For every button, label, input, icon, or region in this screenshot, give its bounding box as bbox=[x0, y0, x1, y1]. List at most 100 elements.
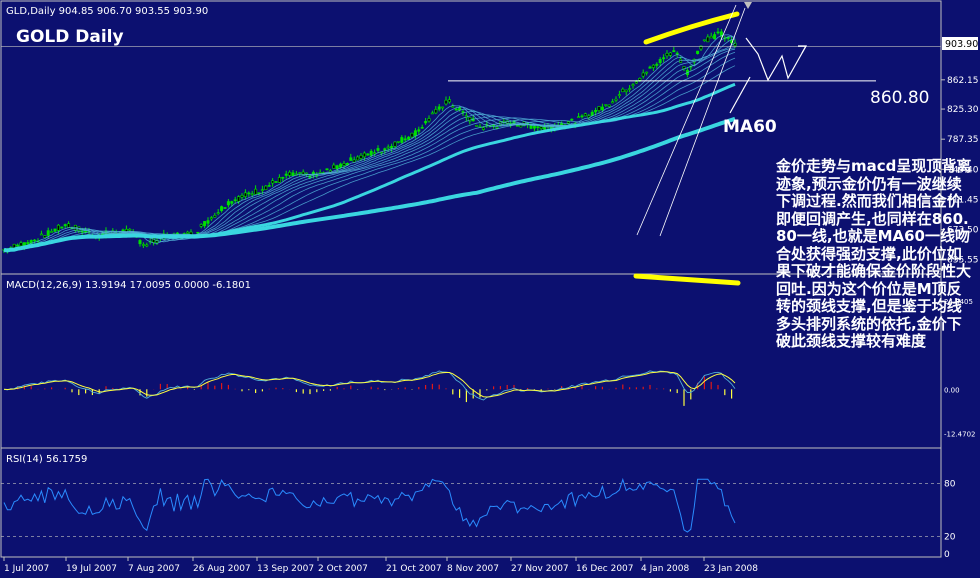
moving-average-line bbox=[3, 47, 736, 251]
candle-body bbox=[709, 35, 713, 39]
candle-body bbox=[607, 104, 611, 107]
time-tick-label: 19 Jul 2007 bbox=[66, 564, 117, 574]
candle-body bbox=[366, 153, 370, 156]
candle-body bbox=[675, 52, 679, 55]
candle-body bbox=[291, 172, 295, 177]
time-tick-label: 16 Dec 2007 bbox=[576, 564, 634, 574]
candle-body bbox=[529, 125, 533, 129]
rsi-tick-label: 80 bbox=[944, 480, 956, 490]
projection-arrow-icon bbox=[798, 45, 808, 54]
candle-body bbox=[655, 63, 659, 66]
candle-body bbox=[403, 138, 407, 141]
candle-body bbox=[220, 206, 224, 211]
candle-body bbox=[281, 176, 285, 179]
candle-body bbox=[335, 165, 339, 170]
candle-body bbox=[434, 109, 438, 114]
candle-body bbox=[617, 94, 621, 96]
candle-body bbox=[624, 89, 628, 93]
candle-body bbox=[16, 244, 20, 247]
commentary-text: 金价走势与macd呈现顶背离迹象,预示金价仍有一波继续下调过程.然而我们相信金价… bbox=[776, 157, 972, 350]
candle-body bbox=[67, 223, 71, 228]
candle-body bbox=[719, 31, 723, 37]
moving-averages-layer bbox=[3, 34, 736, 253]
candle-body bbox=[19, 242, 23, 247]
candle-body bbox=[206, 220, 210, 224]
moving-average-line bbox=[3, 51, 736, 251]
shift-marker-icon bbox=[744, 2, 752, 9]
ma60-label: MA60 bbox=[723, 117, 777, 137]
candle-body bbox=[145, 244, 149, 247]
candle-body bbox=[417, 129, 421, 132]
candle-body bbox=[702, 39, 706, 42]
candle-body bbox=[651, 64, 655, 68]
candle-body bbox=[223, 207, 227, 209]
candle-body bbox=[628, 88, 632, 90]
axes-layer: 862.15 825.30 787.35 749.40 711.45 673.50 635.… bbox=[3, 76, 979, 574]
candle-body bbox=[696, 50, 700, 54]
macd-tick-label: 24.8405 bbox=[944, 298, 973, 306]
candles-layer bbox=[2, 28, 737, 254]
candle-body bbox=[662, 57, 666, 60]
macd-line bbox=[3, 370, 736, 401]
candle-body bbox=[672, 50, 676, 53]
candle-body bbox=[621, 88, 625, 93]
candle-body bbox=[298, 172, 302, 174]
rsi-line bbox=[3, 477, 736, 533]
candle-body bbox=[614, 98, 618, 101]
candle-body bbox=[63, 224, 67, 227]
macd-signal-line bbox=[3, 371, 736, 398]
candle-body bbox=[536, 126, 540, 129]
candle-body bbox=[451, 105, 455, 108]
candle-body bbox=[33, 239, 37, 242]
candle-body bbox=[362, 152, 366, 158]
candle-body bbox=[583, 113, 587, 117]
trend-line bbox=[659, 7, 746, 237]
candle-body bbox=[515, 124, 519, 127]
candle-body bbox=[386, 146, 390, 149]
price-tag: 903.90 bbox=[945, 39, 978, 50]
candle-body bbox=[359, 154, 363, 159]
price-tick-label: 862.15 bbox=[947, 76, 979, 86]
ma-long-line bbox=[3, 116, 736, 253]
candle-body bbox=[342, 163, 346, 166]
candle-body bbox=[458, 107, 462, 111]
candle-body bbox=[226, 201, 230, 206]
candle-body bbox=[594, 109, 598, 113]
candle-body bbox=[648, 66, 652, 69]
ma60-pointer bbox=[729, 76, 751, 114]
price-tag-box bbox=[942, 37, 978, 50]
time-tick-label: 7 Aug 2007 bbox=[128, 564, 180, 574]
candle-body bbox=[356, 156, 360, 161]
candle-body bbox=[665, 52, 669, 57]
candle-body bbox=[138, 240, 142, 245]
candle-body bbox=[349, 157, 353, 161]
time-tick-label: 2 Oct 2007 bbox=[318, 564, 368, 574]
candle-body bbox=[566, 121, 570, 124]
moving-average-line bbox=[3, 36, 736, 251]
time-tick-label: 21 Oct 2007 bbox=[386, 564, 442, 574]
price-tick-label: 749.40 bbox=[947, 165, 979, 175]
candle-body bbox=[186, 231, 190, 234]
candle-body bbox=[539, 126, 543, 129]
moving-average-line bbox=[3, 34, 736, 251]
candle-body bbox=[199, 224, 203, 227]
macd-tick-label: 0.00 bbox=[944, 386, 960, 394]
rsi-header: RSI(14) 56.1759 bbox=[6, 454, 87, 465]
candle-body bbox=[46, 230, 50, 236]
candle-body bbox=[475, 125, 479, 127]
candle-body bbox=[396, 141, 400, 143]
candle-body bbox=[645, 71, 649, 74]
support-level-label: 860.80 bbox=[870, 88, 929, 108]
candle-body bbox=[706, 36, 710, 43]
rsi-tick-label: 0 bbox=[944, 550, 950, 560]
main-header: GLD,Daily 904.85 906.70 903.55 903.90 bbox=[6, 6, 208, 17]
candle-body bbox=[243, 192, 247, 197]
candle-body bbox=[254, 188, 258, 195]
candle-body bbox=[383, 148, 387, 151]
candle-body bbox=[400, 137, 404, 143]
candle-body bbox=[250, 193, 254, 196]
candle-body bbox=[413, 130, 417, 137]
annotations-layer bbox=[1, 4, 941, 237]
candle-body bbox=[50, 231, 54, 233]
